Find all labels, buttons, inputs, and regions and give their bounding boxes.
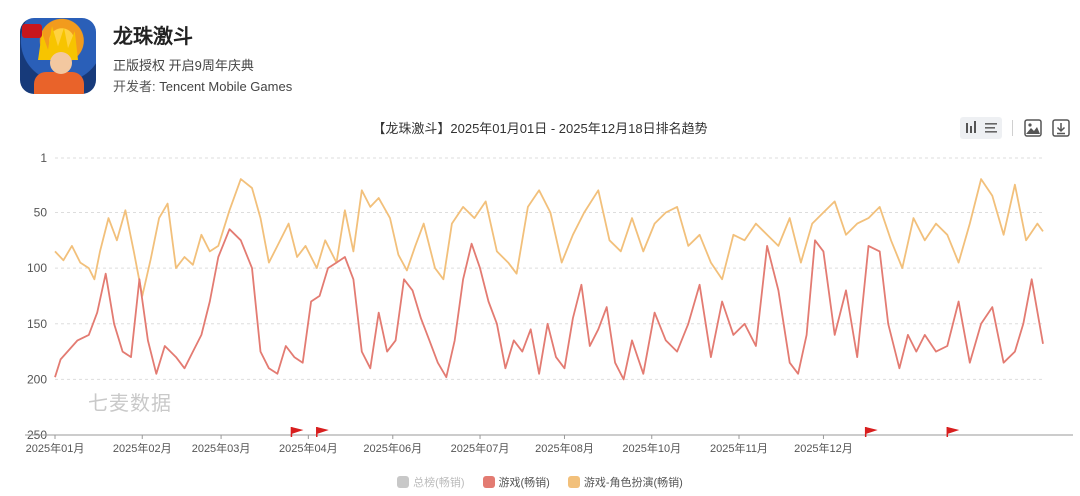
image-icon[interactable]: [1022, 117, 1044, 139]
legend-label-rpg: 游戏-角色扮演(畅销): [583, 477, 683, 489]
x-tick-label: 2025年02月: [113, 441, 172, 455]
y-tick-label: 100: [27, 261, 47, 275]
event-flag-icon: [291, 427, 304, 434]
x-tick-label: 2025年11月: [710, 441, 768, 455]
legend-swatch-total: [397, 476, 410, 488]
watermark: 七麦数据: [88, 393, 172, 415]
chart-type-toggle: [960, 117, 1002, 139]
event-flag-icon: [947, 427, 960, 434]
series-line-rpg: [54, 178, 1044, 297]
app-icon-shirt: [34, 72, 84, 94]
developer-label: 开发者:: [113, 79, 156, 94]
app-icon[interactable]: [20, 18, 96, 94]
app-developer: 开发者: Tencent Mobile Games: [113, 76, 292, 95]
legend-label-total: 总榜(畅销): [413, 477, 465, 489]
x-tick-label: 2025年06月: [363, 441, 422, 455]
app-icon-badge: [22, 24, 42, 38]
event-flag-icon: [865, 427, 878, 434]
chart-legend: 总榜(畅销) 游戏(畅销) 游戏-角色扮演(畅销): [0, 474, 1080, 490]
y-tick-label: 200: [27, 372, 47, 386]
list-icon[interactable]: [980, 117, 1002, 139]
y-tick-label: 1: [40, 151, 47, 165]
x-tick-label: 2025年07月: [451, 441, 510, 455]
legend-item-total[interactable]: 总榜(畅销): [397, 474, 465, 490]
y-tick-label: 150: [27, 317, 47, 331]
legend-swatch-games: [482, 476, 495, 488]
legend-item-games[interactable]: 游戏(畅销): [482, 474, 550, 490]
legend-swatch-rpg: [567, 476, 580, 488]
x-tick-label: 2025年12月: [794, 441, 853, 455]
app-header: 龙珠激斗 正版授权 开启9周年庆典 开发者: Tencent Mobile Ga…: [20, 18, 620, 98]
legend-label-games: 游戏(畅销): [498, 477, 550, 489]
series-line-games: [54, 228, 1044, 381]
developer-name: Tencent Mobile Games: [159, 79, 293, 94]
x-tick-label: 2025年01月: [26, 441, 85, 455]
app-title: 龙珠激斗: [113, 26, 193, 48]
toolbar-divider: [1012, 120, 1013, 136]
x-tick-label: 2025年10月: [622, 441, 681, 455]
app-subtitle: 正版授权 开启9周年庆典: [113, 58, 254, 73]
chart-title: 【龙珠激斗】2025年01月01日 - 2025年12月18日排名趋势: [372, 121, 708, 136]
app-icon-face: [50, 52, 72, 74]
legend-item-rpg[interactable]: 游戏-角色扮演(畅销): [567, 474, 683, 490]
event-flag-icon: [316, 427, 329, 434]
bar-chart-icon[interactable]: [960, 117, 982, 139]
download-icon[interactable]: [1050, 117, 1072, 139]
x-tick-label: 2025年08月: [535, 441, 594, 455]
x-tick-label: 2025年04月: [279, 441, 338, 455]
y-tick-label: 50: [34, 206, 48, 220]
x-tick-label: 2025年03月: [192, 441, 251, 455]
